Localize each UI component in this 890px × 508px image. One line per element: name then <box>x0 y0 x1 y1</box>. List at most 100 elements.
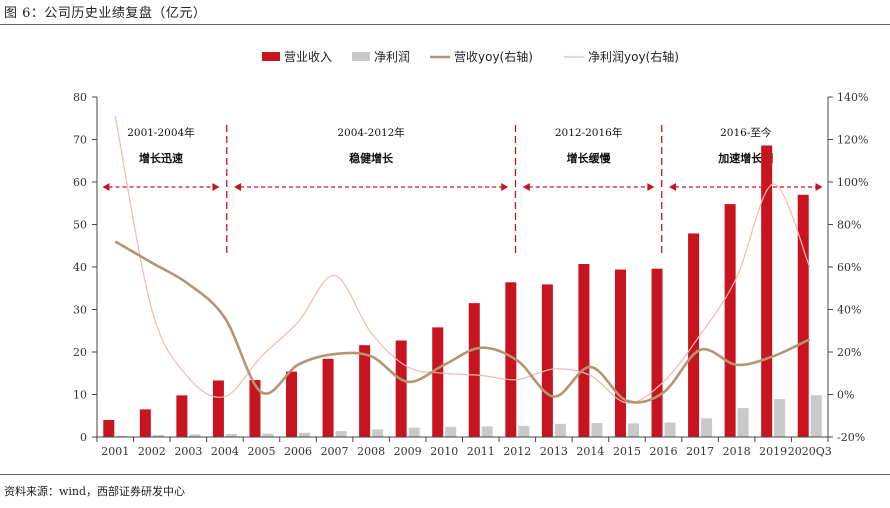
left-tick-label: 70 <box>73 134 87 147</box>
profit-bar <box>810 395 822 437</box>
x-tick-label: 2001 <box>101 445 129 458</box>
x-tick-label: 2007 <box>321 445 349 458</box>
arrowhead-left <box>234 183 242 191</box>
left-tick-label: 30 <box>73 304 87 317</box>
profit-bar <box>627 423 639 437</box>
x-tick-label: 2011 <box>467 445 495 458</box>
revenue-bar <box>724 204 736 437</box>
left-tick-label: 20 <box>73 346 87 359</box>
revenue-bar <box>651 268 663 437</box>
legend-label: 净利润 <box>374 50 410 64</box>
right-tick-label: 0% <box>837 389 854 402</box>
revenue-bar <box>359 345 371 437</box>
x-tick-label: 2016 <box>650 445 678 458</box>
revenue-bar <box>797 194 809 437</box>
right-tick-label: 120% <box>837 134 868 147</box>
left-tick-label: 40 <box>73 261 87 274</box>
x-tick-label: 2004 <box>211 445 239 458</box>
yoy-lines <box>114 115 811 404</box>
bars <box>103 145 822 437</box>
arrowhead-right <box>815 183 823 191</box>
revenue-bar <box>322 358 334 437</box>
legend-label: 净利润yoy(右轴) <box>588 49 679 64</box>
revenue-bar <box>505 282 517 437</box>
x-tick-label: 2015 <box>613 445 641 458</box>
revenue-bar <box>249 380 261 437</box>
x-tick-label: 2019 <box>759 445 787 458</box>
revenue-bar <box>103 420 115 437</box>
revenue-bar <box>578 264 590 437</box>
profit-bar <box>152 434 164 437</box>
top-rule <box>0 24 890 25</box>
period-description: 增长缓慢 <box>567 151 612 165</box>
profit-bar <box>481 426 493 437</box>
revenue-bar <box>468 303 480 437</box>
left-tick-label: 50 <box>73 219 87 232</box>
profit-yoy-line <box>114 115 811 404</box>
legend-label: 营收yoy(右轴) <box>454 49 533 64</box>
x-tick-label: 2014 <box>576 445 604 458</box>
profit-bar <box>372 429 384 437</box>
x-tick-label: 2003 <box>174 445 202 458</box>
arrowhead-right <box>647 183 655 191</box>
revenue-bar <box>541 284 553 437</box>
profit-bar <box>664 422 676 437</box>
profit-bar <box>189 434 201 437</box>
profit-bar <box>737 408 749 437</box>
legend-swatch <box>262 52 280 61</box>
revenue-bar <box>688 233 700 437</box>
left-tick-label: 0 <box>80 431 87 444</box>
right-tick-label: 60% <box>837 261 861 274</box>
period-description: 加速增长期 <box>717 151 773 165</box>
arrowhead-left <box>522 183 530 191</box>
source-note: 资料来源：wind，西部证券研发中心 <box>4 485 186 498</box>
x-tick-label: 2006 <box>284 445 312 458</box>
profit-bar <box>116 435 128 437</box>
figure-caption: 图 6：公司历史业绩复盘（亿元） <box>4 6 207 21</box>
x-tick-label: 2009 <box>394 445 422 458</box>
profit-bar <box>518 425 530 437</box>
x-tick-label: 2013 <box>540 445 568 458</box>
revenue-bar <box>286 371 298 437</box>
revenue-bar <box>614 269 626 437</box>
arrowhead-right <box>501 183 509 191</box>
revenue-yoy-line <box>114 240 811 404</box>
legend-swatch <box>352 52 370 61</box>
period-label: 2012-2016年 <box>555 126 623 139</box>
left-tick-label: 10 <box>73 389 87 402</box>
arrowhead-right <box>212 183 220 191</box>
x-tick-label: 2002 <box>138 445 166 458</box>
x-tick-label: 2020Q3 <box>788 445 832 458</box>
legend: 营业收入 净利润 营收yoy(右轴) 净利润yoy(右轴) <box>262 49 679 64</box>
right-tick-label: -20% <box>837 431 865 444</box>
period-label: 2001-2004年 <box>127 126 195 139</box>
arrowhead-left <box>669 183 677 191</box>
revenue-bar <box>395 340 407 437</box>
x-tick-label: 2017 <box>686 445 714 458</box>
profit-bar <box>262 433 274 437</box>
bottom-rule <box>0 474 890 475</box>
right-tick-label: 80% <box>837 219 861 232</box>
axes: 0 10 20 30 40 50 60 70 80 -20% 0% 20% 40% 60% 80% 100% 1… <box>73 91 868 458</box>
x-tick-label: 2018 <box>723 445 751 458</box>
left-tick-label: 60 <box>73 176 87 189</box>
profit-bar <box>445 426 457 437</box>
profit-bar <box>554 423 566 437</box>
right-tick-label: 100% <box>837 176 868 189</box>
left-tick-label: 80 <box>73 91 87 104</box>
period-description: 稳健增长 <box>349 151 394 165</box>
revenue-bar <box>761 145 773 437</box>
legend-label: 营业收入 <box>284 50 332 64</box>
period-label: 2004-2012年 <box>337 126 405 139</box>
revenue-bar <box>176 395 188 437</box>
period-label: 2016-至今 <box>720 126 772 139</box>
profit-bar <box>591 422 603 437</box>
x-tick-label: 2008 <box>357 445 385 458</box>
profit-bar <box>335 431 347 437</box>
revenue-bar <box>212 380 224 437</box>
profit-bar <box>299 432 311 437</box>
profit-bar <box>225 434 237 437</box>
revenue-bar <box>432 327 444 437</box>
